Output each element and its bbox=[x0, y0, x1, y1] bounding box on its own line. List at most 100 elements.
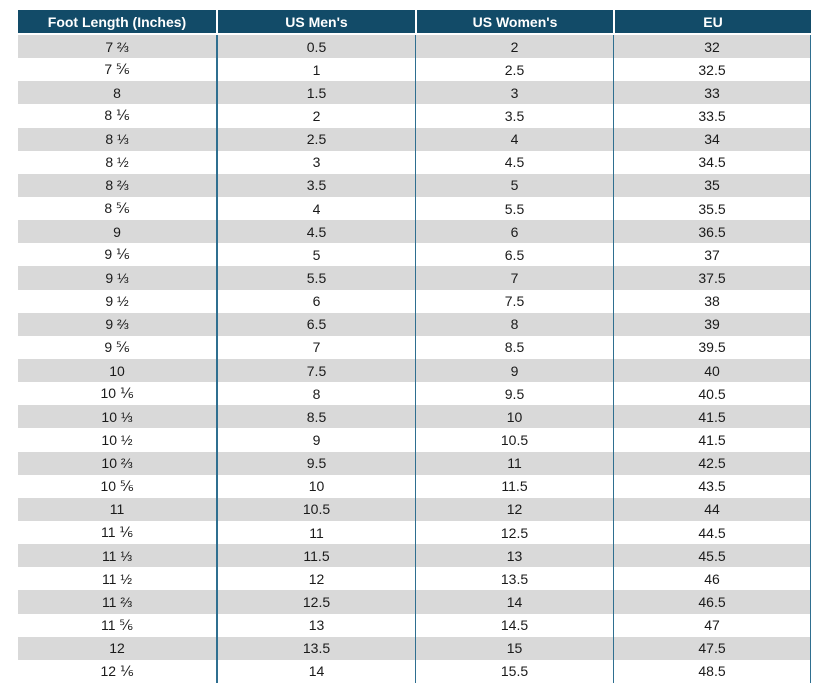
table-row: 8 ⅚ 4 5.5 35.5 bbox=[18, 196, 811, 221]
foot-length-cell: 10 ⅙ bbox=[18, 382, 216, 406]
us-mens-cell: 12.5 bbox=[216, 590, 415, 614]
us-womens-cell: 7 bbox=[415, 266, 613, 290]
table-row: 9 4.5 6 36.5 bbox=[18, 220, 811, 244]
table-row: 7 ⅚ 1 2.5 32.5 bbox=[18, 58, 811, 82]
us-mens-cell: 13 bbox=[216, 613, 415, 637]
foot-length-cell: 9 ⅓ bbox=[18, 266, 216, 290]
us-womens-cell: 13.5 bbox=[415, 567, 613, 591]
us-mens-cell: 13.5 bbox=[216, 636, 415, 660]
eu-cell: 42.5 bbox=[613, 451, 811, 475]
table-row: 12 ⅙ 14 15.5 48.5 bbox=[18, 659, 811, 683]
us-womens-cell: 12.5 bbox=[415, 520, 613, 545]
us-womens-cell: 15 bbox=[415, 636, 613, 660]
table-row: 8 ½ 3 4.5 34.5 bbox=[18, 150, 811, 174]
foot-length-cell: 9 ⅚ bbox=[18, 335, 216, 359]
us-mens-cell: 6.5 bbox=[216, 312, 415, 336]
us-womens-cell: 12 bbox=[415, 497, 613, 521]
us-mens-cell: 7.5 bbox=[216, 358, 415, 383]
eu-cell: 40 bbox=[613, 358, 811, 383]
table-row: 10 ⅙ 8 9.5 40.5 bbox=[18, 382, 811, 406]
table-row: 9 ⅚ 7 8.5 39.5 bbox=[18, 335, 811, 359]
eu-cell: 40.5 bbox=[613, 382, 811, 406]
us-mens-cell: 12 bbox=[216, 567, 415, 591]
foot-length-cell: 8 ⅚ bbox=[18, 196, 216, 221]
table-row: 8 1.5 3 33 bbox=[18, 81, 811, 105]
eu-cell: 48.5 bbox=[613, 659, 811, 683]
us-mens-cell: 6 bbox=[216, 289, 415, 313]
foot-length-cell: 10 bbox=[18, 358, 216, 383]
table-row: 11 ½ 12 13.5 46 bbox=[18, 567, 811, 591]
us-womens-cell: 4 bbox=[415, 127, 613, 151]
foot-length-cell: 11 bbox=[18, 497, 216, 521]
eu-cell: 41.5 bbox=[613, 405, 811, 429]
us-mens-cell: 7 bbox=[216, 335, 415, 359]
table-row: 11 10.5 12 44 bbox=[18, 497, 811, 521]
foot-length-cell: 8 ⅓ bbox=[18, 127, 216, 151]
table-row: 7 ⅔ 0.5 2 32 bbox=[18, 35, 811, 59]
table-row: 10 7.5 9 40 bbox=[18, 358, 811, 383]
eu-cell: 35.5 bbox=[613, 196, 811, 221]
us-womens-cell: 6 bbox=[415, 220, 613, 244]
us-womens-cell: 11 bbox=[415, 451, 613, 475]
eu-cell: 47 bbox=[613, 613, 811, 637]
us-mens-cell: 8.5 bbox=[216, 405, 415, 429]
foot-length-cell: 10 ⅚ bbox=[18, 474, 216, 498]
table-row: 10 ⅚ 10 11.5 43.5 bbox=[18, 474, 811, 498]
us-womens-cell: 15.5 bbox=[415, 659, 613, 683]
table-row: 11 ⅔ 12.5 14 46.5 bbox=[18, 590, 811, 614]
us-womens-cell: 9.5 bbox=[415, 382, 613, 406]
foot-length-cell: 11 ½ bbox=[18, 567, 216, 591]
us-mens-cell: 4 bbox=[216, 196, 415, 221]
us-womens-cell: 4.5 bbox=[415, 150, 613, 174]
foot-length-cell: 8 ⅔ bbox=[18, 173, 216, 197]
foot-length-cell: 8 bbox=[18, 81, 216, 105]
us-mens-cell: 5.5 bbox=[216, 266, 415, 290]
table-row: 10 ½ 9 10.5 41.5 bbox=[18, 428, 811, 452]
eu-cell: 37 bbox=[613, 243, 811, 267]
eu-cell: 38 bbox=[613, 289, 811, 313]
foot-length-cell: 10 ⅓ bbox=[18, 405, 216, 429]
foot-length-cell: 10 ⅔ bbox=[18, 451, 216, 475]
us-mens-cell: 11.5 bbox=[216, 544, 415, 568]
us-mens-cell: 11 bbox=[216, 520, 415, 545]
eu-cell: 34.5 bbox=[613, 150, 811, 174]
table-row: 11 ⅚ 13 14.5 47 bbox=[18, 613, 811, 637]
foot-length-cell: 9 ⅔ bbox=[18, 312, 216, 336]
us-womens-cell: 6.5 bbox=[415, 243, 613, 267]
us-womens-cell: 14 bbox=[415, 590, 613, 614]
foot-length-cell: 8 ½ bbox=[18, 150, 216, 174]
table-row: 9 ⅙ 5 6.5 37 bbox=[18, 243, 811, 267]
us-mens-cell: 3 bbox=[216, 150, 415, 174]
eu-cell: 46.5 bbox=[613, 590, 811, 614]
eu-cell: 39.5 bbox=[613, 335, 811, 359]
us-mens-cell: 0.5 bbox=[216, 35, 415, 59]
table-row: 10 ⅔ 9.5 11 42.5 bbox=[18, 451, 811, 475]
table-row: 8 ⅙ 2 3.5 33.5 bbox=[18, 104, 811, 128]
foot-length-cell: 11 ⅙ bbox=[18, 520, 216, 545]
table-body: 7 ⅔ 0.5 2 32 7 ⅚ 1 2.5 32.5 8 1.5 3 33 8 ⅙ 2 3.5 33.5 8 … bbox=[18, 35, 811, 683]
us-mens-cell: 10 bbox=[216, 474, 415, 498]
us-womens-cell: 5 bbox=[415, 173, 613, 197]
foot-length-cell: 12 bbox=[18, 636, 216, 660]
us-womens-cell: 8 bbox=[415, 312, 613, 336]
us-mens-cell: 2 bbox=[216, 104, 415, 128]
us-mens-cell: 4.5 bbox=[216, 220, 415, 244]
foot-length-cell: 12 ⅙ bbox=[18, 659, 216, 683]
eu-cell: 44 bbox=[613, 497, 811, 521]
eu-cell: 35 bbox=[613, 173, 811, 197]
eu-cell: 45.5 bbox=[613, 544, 811, 568]
us-womens-cell: 11.5 bbox=[415, 474, 613, 498]
eu-cell: 39 bbox=[613, 312, 811, 336]
us-womens-cell: 14.5 bbox=[415, 613, 613, 637]
eu-cell: 32.5 bbox=[613, 58, 811, 82]
us-mens-cell: 5 bbox=[216, 243, 415, 267]
eu-cell: 44.5 bbox=[613, 520, 811, 545]
eu-cell: 32 bbox=[613, 35, 811, 59]
table-header: Foot Length (Inches) US Men's US Women's… bbox=[18, 10, 811, 35]
us-womens-cell: 9 bbox=[415, 358, 613, 383]
us-mens-cell: 14 bbox=[216, 659, 415, 683]
table-row: 12 13.5 15 47.5 bbox=[18, 636, 811, 660]
us-womens-cell: 5.5 bbox=[415, 196, 613, 221]
header-eu: EU bbox=[613, 10, 811, 35]
eu-cell: 47.5 bbox=[613, 636, 811, 660]
